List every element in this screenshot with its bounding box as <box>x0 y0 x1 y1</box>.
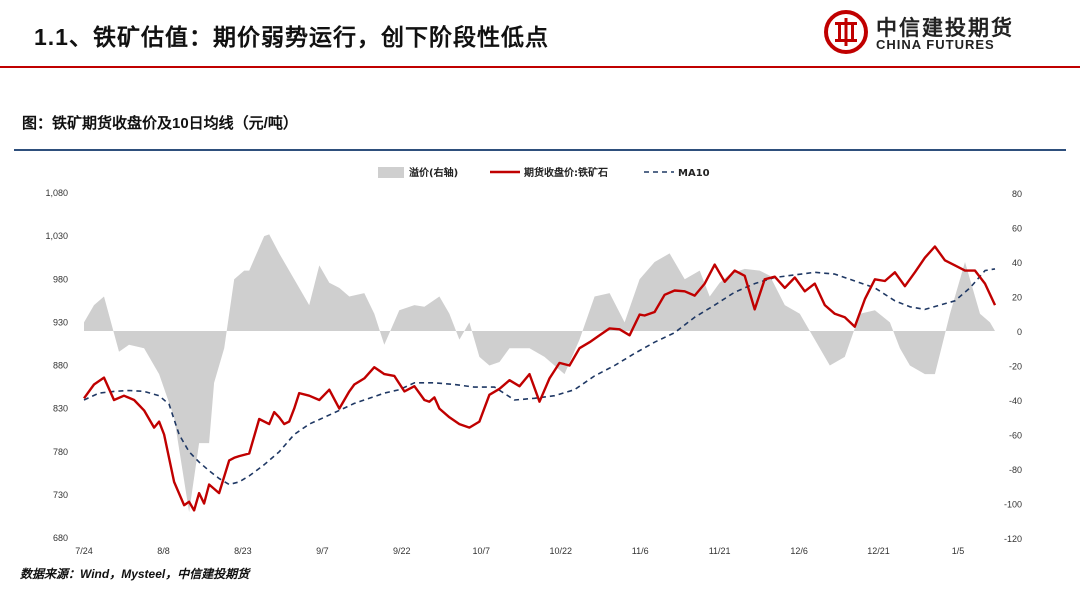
x-tick-label: 9/7 <box>316 546 329 556</box>
x-tick-label: 10/22 <box>549 546 572 556</box>
x-tick-label: 12/21 <box>867 546 890 556</box>
ma10-line <box>83 268 996 486</box>
close-price-series <box>83 245 997 512</box>
y-left-tick-label: 1,080 <box>45 188 68 198</box>
y-right-tick-label: 40 <box>1012 258 1022 268</box>
data-source-note: 数据来源：Wind，Mysteel，中信建投期货 <box>20 567 250 581</box>
y-right-tick-label: -20 <box>1009 362 1022 372</box>
legend-premium-swatch <box>378 167 404 178</box>
x-tick-label: 11/21 <box>709 546 731 556</box>
premium-area <box>84 234 995 513</box>
y-left-tick-label: 730 <box>53 490 68 500</box>
x-tick-label: 7/24 <box>75 546 93 556</box>
legend-ma10-label: MA10 <box>678 168 710 179</box>
company-logo: 中信建投期货 CHINA FUTURES <box>824 10 1014 58</box>
y-right-tick-label: -60 <box>1009 431 1022 441</box>
x-tick-label: 9/22 <box>393 546 411 556</box>
logo-english-name: CHINA FUTURES <box>876 37 995 52</box>
x-tick-label: 1/5 <box>952 546 965 556</box>
legend: 溢价(右轴) 期货收盘价:铁矿石 MA10 <box>378 166 710 179</box>
citic-logo-icon <box>824 10 868 54</box>
y-right-tick-label: 60 <box>1012 224 1022 234</box>
y-left-tick-label: 780 <box>53 447 68 457</box>
y-left-tick-label: 1,030 <box>45 231 68 241</box>
y-right-tick-label: 20 <box>1012 293 1022 303</box>
x-tick-label: 8/23 <box>234 546 252 556</box>
legend-price-label: 期货收盘价:铁矿石 <box>524 166 608 179</box>
axes: 1,080 1,030 980 930 880 830 780 730 680 80 60 40 20 0… <box>45 188 1022 556</box>
y-right-tick-label: 80 <box>1012 189 1022 199</box>
figure-title: 图：铁矿期货收盘价及10日均线（元/吨） <box>22 115 298 132</box>
logo-chinese-name: 中信建投期货 <box>876 17 1014 40</box>
ma10-series <box>83 268 996 486</box>
y-right-tick-label: -100 <box>1004 500 1022 510</box>
y-right-tick-label: 0 <box>1017 327 1022 337</box>
y-right-tick-label: -120 <box>1004 534 1022 544</box>
y-left-tick-label: 980 <box>53 274 68 284</box>
price-chart: 1,080 1,030 980 930 880 830 780 730 680 80 60 40 20 0… <box>45 166 1022 556</box>
close-price-line <box>83 245 997 512</box>
x-tick-label: 11/6 <box>632 546 649 556</box>
legend-premium-label: 溢价(右轴) <box>409 166 458 179</box>
premium-series <box>84 234 995 513</box>
page-title: 1.1、铁矿估值：期价弱势运行，创下阶段性低点 <box>34 24 549 50</box>
x-tick-label: 10/7 <box>473 546 491 556</box>
y-left-tick-label: 880 <box>53 361 68 371</box>
x-tick-label: 8/8 <box>157 546 170 556</box>
figure-divider <box>14 149 1066 151</box>
y-right-tick-label: -80 <box>1009 465 1022 475</box>
y-left-tick-label: 680 <box>53 533 68 543</box>
y-left-tick-label: 930 <box>53 317 68 327</box>
y-left-tick-label: 830 <box>53 404 68 414</box>
x-tick-label: 12/6 <box>790 546 808 556</box>
header-divider <box>0 66 1080 68</box>
y-right-tick-label: -40 <box>1009 396 1022 406</box>
